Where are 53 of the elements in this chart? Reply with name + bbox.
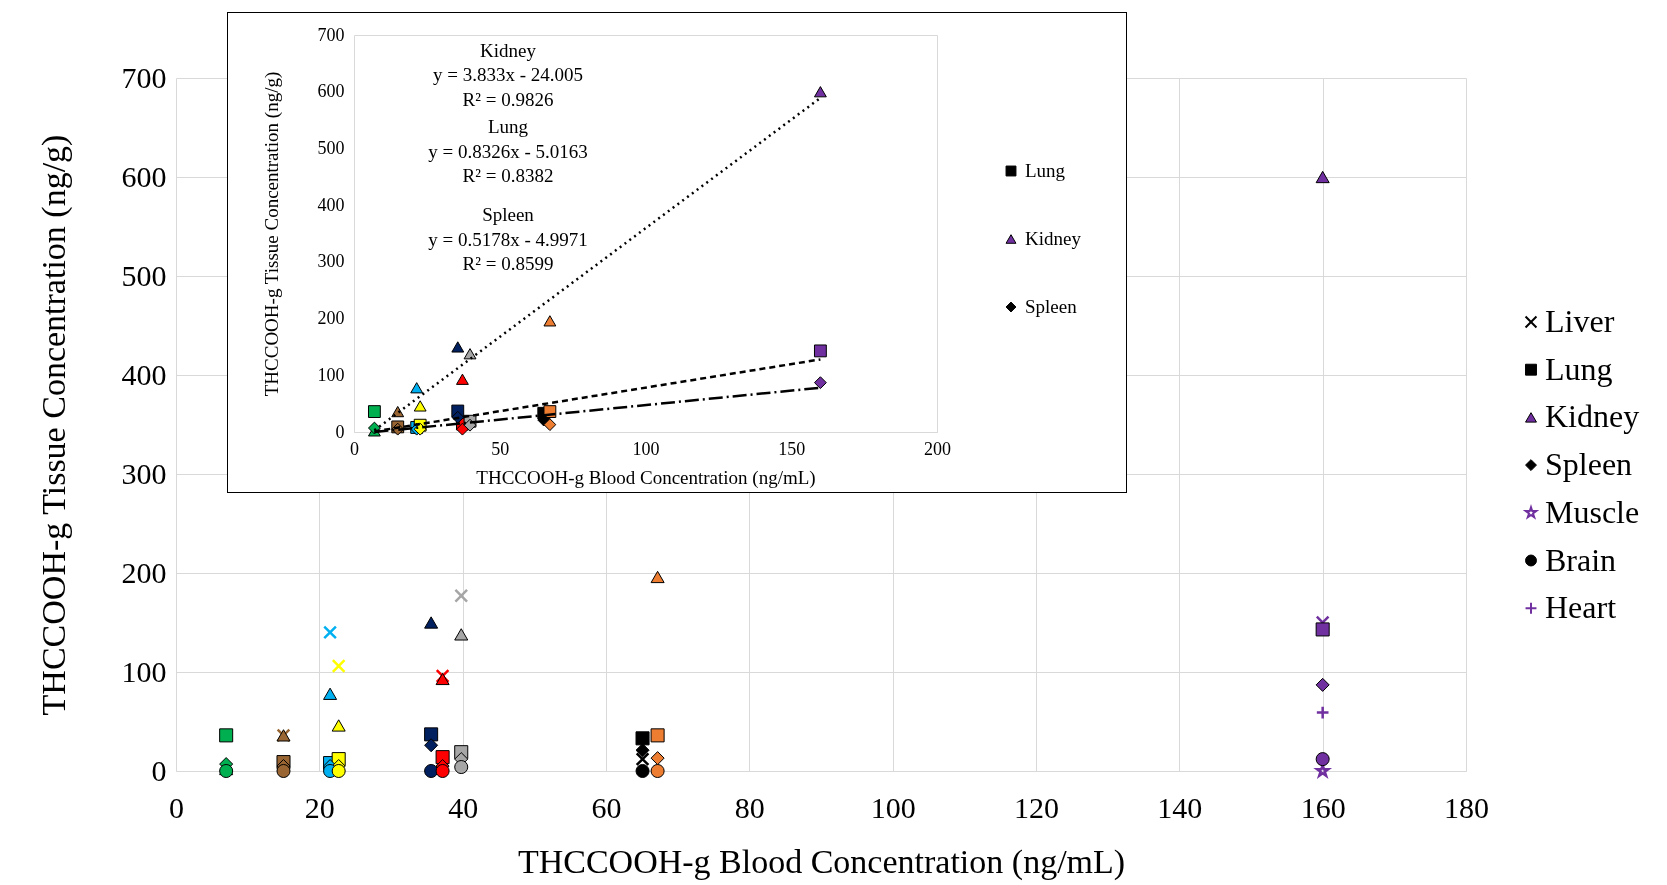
y-tick-label: 400 (317, 194, 345, 215)
x-tick-label: 60 (591, 790, 622, 824)
y-tick-label: 100 (121, 654, 167, 688)
legend-label: Muscle (1545, 493, 1640, 530)
y-tick-label: 100 (317, 364, 345, 385)
y-tick-label: 500 (317, 137, 345, 158)
legend-label: Spleen (1545, 446, 1633, 483)
x-tick-label: 100 (632, 438, 660, 459)
annotation: y = 0.5178x - 4.9971 (428, 229, 588, 250)
y-axis-title: THCCOOH-g Tissue Concentration (ng/g) (260, 71, 283, 397)
x-tick-label: 100 (870, 790, 916, 824)
x-tick-label: 140 (1157, 790, 1203, 824)
y-tick-label: 600 (317, 81, 345, 102)
y-tick-label: 0 (151, 753, 167, 787)
annotation: Kidney (480, 40, 537, 61)
legend-label: Lung (1545, 350, 1613, 387)
x-tick-label: 120 (1014, 790, 1059, 824)
annotation: Spleen (482, 204, 535, 225)
x-tick-label: 150 (778, 438, 806, 459)
y-tick-label: 200 (317, 308, 345, 329)
x-tick-label: 80 (734, 790, 765, 824)
legend-label: Lung (1025, 160, 1066, 181)
y-tick-label: 700 (317, 24, 345, 45)
x-tick-label: 50 (491, 438, 510, 459)
y-axis-title: THCCOOH-g Tissue Concentration (ng/g) (34, 134, 73, 716)
x-tick-label: 20 (304, 790, 335, 824)
annotation: y = 0.8326x - 5.0163 (428, 141, 588, 162)
x-tick-label: 180 (1444, 790, 1489, 824)
x-tick-label: 160 (1300, 790, 1346, 824)
y-tick-label: 400 (121, 357, 167, 391)
x-axis-title: THCCOOH-g Blood Concentration (ng/mL) (476, 466, 816, 489)
y-tick-label: 600 (121, 159, 167, 193)
y-tick-label: 300 (317, 251, 345, 272)
annotation: R² = 0.8599 (462, 253, 554, 274)
legend-label: Heart (1545, 589, 1617, 626)
x-tick-label: 40 (448, 790, 479, 824)
y-tick-label: 200 (121, 555, 167, 589)
legend-label: Spleen (1025, 296, 1078, 317)
legend-label: Kidney (1545, 398, 1640, 435)
x-axis-title: THCCOOH-g Blood Concentration (ng/mL) (517, 842, 1126, 881)
annotation: Lung (487, 116, 529, 137)
legend-label: Liver (1545, 303, 1615, 339)
y-tick-label: 0 (335, 421, 345, 442)
legend-label: Kidney (1025, 228, 1082, 249)
x-tick-label: 200 (924, 438, 951, 459)
y-tick-label: 500 (121, 258, 167, 292)
y-tick-label: 700 (121, 60, 167, 94)
annotation: R² = 0.8382 (462, 165, 554, 186)
legend-label: Brain (1545, 541, 1617, 578)
annotation: R² = 0.9826 (462, 89, 554, 110)
x-tick-label: 0 (350, 438, 359, 459)
annotation: y = 3.833x - 24.005 (432, 64, 584, 85)
y-tick-label: 300 (121, 456, 167, 490)
